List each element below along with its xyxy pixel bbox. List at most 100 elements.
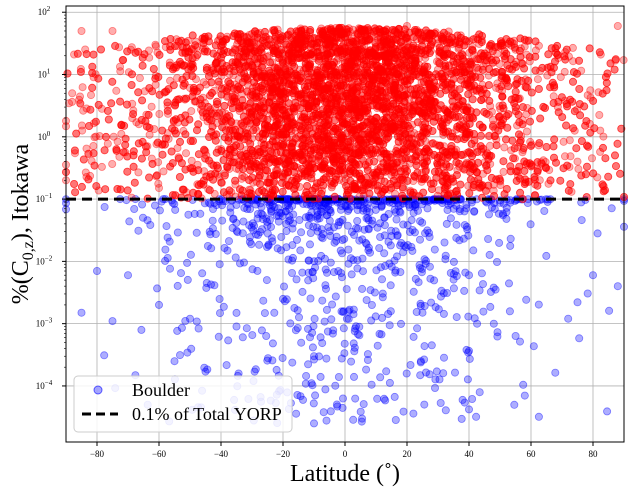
data-point xyxy=(382,367,391,376)
data-point xyxy=(452,233,461,242)
data-point xyxy=(235,259,244,268)
data-point xyxy=(522,295,531,304)
data-point xyxy=(316,333,325,342)
data-point xyxy=(285,212,294,221)
data-point xyxy=(489,283,498,292)
data-point xyxy=(464,231,473,240)
data-point xyxy=(321,281,330,290)
data-point xyxy=(294,313,303,322)
data-point xyxy=(441,255,450,264)
data-point xyxy=(344,314,353,323)
data-point xyxy=(63,69,72,78)
data-point xyxy=(449,257,458,266)
data-point xyxy=(353,264,362,273)
data-point xyxy=(329,326,338,335)
data-point xyxy=(595,48,604,57)
data-point xyxy=(385,321,394,330)
data-points xyxy=(62,21,629,428)
data-point xyxy=(470,314,479,323)
data-point xyxy=(218,216,227,225)
data-point xyxy=(198,269,207,278)
data-point xyxy=(312,212,321,221)
data-point xyxy=(314,256,323,265)
data-point xyxy=(449,275,458,284)
data-point xyxy=(284,199,293,208)
data-point xyxy=(317,204,326,213)
data-point xyxy=(208,216,217,225)
data-point xyxy=(420,400,429,409)
data-point xyxy=(309,355,318,364)
data-point xyxy=(341,201,350,210)
data-point xyxy=(406,360,415,369)
data-point xyxy=(364,246,373,255)
data-point xyxy=(208,224,217,233)
data-point xyxy=(251,200,260,209)
data-point xyxy=(262,276,271,285)
data-point xyxy=(475,388,484,397)
data-point xyxy=(229,214,238,223)
data-point xyxy=(498,211,507,220)
data-point xyxy=(258,215,267,224)
data-point xyxy=(455,236,464,245)
data-point xyxy=(372,266,381,275)
data-point xyxy=(342,314,351,323)
data-point xyxy=(336,205,345,214)
data-point xyxy=(333,198,342,207)
data-point xyxy=(459,234,468,243)
data-point xyxy=(231,253,240,262)
data-point xyxy=(377,202,386,211)
data-point xyxy=(268,339,277,348)
data-point xyxy=(380,231,389,240)
data-point xyxy=(430,245,439,254)
data-point xyxy=(320,317,329,326)
data-point xyxy=(304,221,313,230)
data-point xyxy=(351,394,360,403)
data-point xyxy=(202,278,211,287)
data-point xyxy=(449,270,458,279)
data-point xyxy=(337,307,346,316)
data-point xyxy=(523,198,532,207)
data-point xyxy=(446,214,455,223)
data-point xyxy=(325,227,334,236)
data-point xyxy=(439,353,448,362)
data-point xyxy=(491,285,500,294)
data-point xyxy=(313,207,322,216)
data-point xyxy=(375,219,384,228)
data-point xyxy=(502,203,511,212)
data-point xyxy=(305,333,314,342)
data-point xyxy=(575,56,584,65)
data-point xyxy=(200,363,209,372)
data-point xyxy=(162,222,171,231)
data-point xyxy=(449,284,458,293)
data-point xyxy=(143,216,152,225)
data-point xyxy=(479,307,488,316)
data-point xyxy=(257,326,266,335)
data-point xyxy=(215,260,224,269)
data-point xyxy=(362,207,371,216)
data-point xyxy=(245,221,254,230)
data-point xyxy=(264,240,273,249)
data-point xyxy=(371,312,380,321)
data-point xyxy=(420,355,429,364)
data-point xyxy=(356,407,365,416)
data-point xyxy=(353,330,362,339)
data-point xyxy=(413,206,422,215)
data-point xyxy=(322,211,331,220)
data-point xyxy=(173,281,182,290)
data-point xyxy=(290,303,299,312)
data-point xyxy=(321,385,330,394)
data-point xyxy=(278,353,287,362)
data-point xyxy=(135,74,144,83)
data-point xyxy=(442,288,451,297)
data-point xyxy=(364,225,373,234)
data-point xyxy=(94,74,103,83)
data-point xyxy=(125,217,134,226)
data-point xyxy=(421,256,430,265)
data-point xyxy=(316,207,325,216)
data-point xyxy=(304,268,313,277)
data-point xyxy=(298,287,307,296)
data-point xyxy=(343,221,352,230)
data-point xyxy=(297,338,306,347)
data-point xyxy=(302,371,311,380)
data-point xyxy=(368,216,377,225)
